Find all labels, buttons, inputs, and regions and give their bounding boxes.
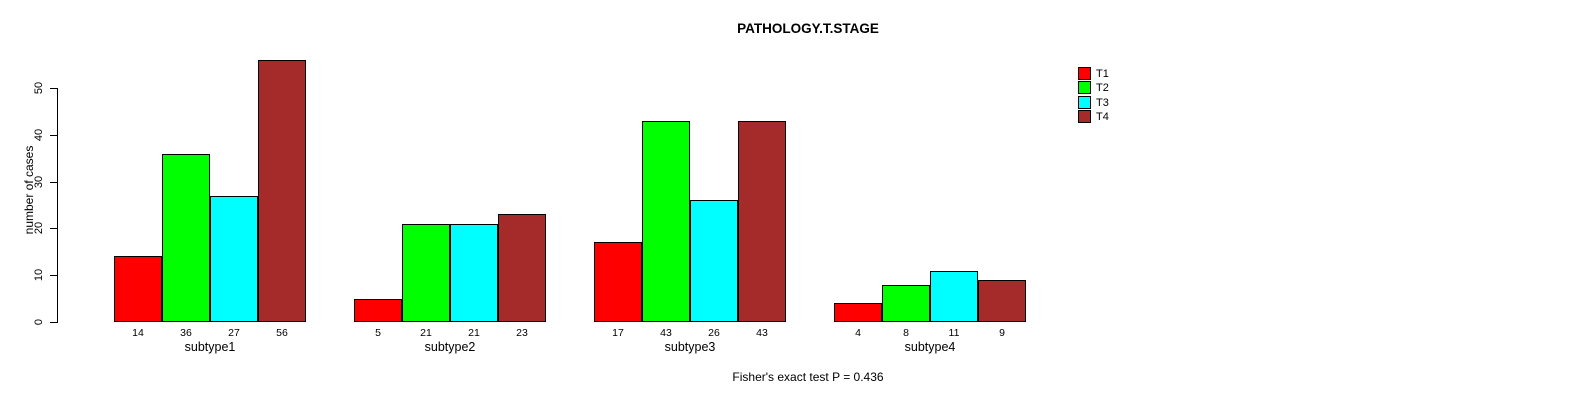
bar-subtype3-T4 [738,121,786,322]
category-label-subtype3: subtype3 [664,340,716,354]
bar-value-label: 21 [420,327,432,339]
y-tick-mark [50,181,57,183]
bar-subtype3-T2 [642,121,690,322]
bar-subtype1-T3 [210,196,258,322]
bar-value-label: 56 [276,327,288,339]
y-tick-mark [50,134,57,136]
bar-value-label: 9 [999,327,1005,339]
legend-swatch-T4 [1078,110,1091,123]
bar-value-label: 17 [612,327,624,339]
chart-title: PATHOLOGY.T.STAGE [737,21,879,36]
bar-subtype1-T4 [258,60,306,322]
bar-value-label: 11 [948,327,960,339]
bar-subtype2-T2 [402,224,450,322]
bar-subtype3-T1 [594,242,642,322]
bar-value-label: 26 [708,327,720,339]
y-tick-mark [50,228,57,230]
footer-note: Fisher's exact test P = 0.436 [732,370,884,384]
bar-value-label: 8 [903,327,909,339]
bar-subtype2-T4 [498,214,546,322]
category-label-subtype1: subtype1 [184,340,236,354]
bar-subtype4-T3 [930,271,978,322]
y-tick-label: 10 [33,269,45,282]
bar-subtype1-T2 [162,154,210,322]
bar-value-label: 27 [228,327,240,339]
bar-value-label: 36 [180,327,192,339]
legend-label-T3: T3 [1096,96,1109,109]
y-tick-mark [50,275,57,277]
y-tick-label: 50 [33,81,45,95]
bar-subtype2-T3 [450,224,498,322]
y-tick-mark [50,88,57,89]
y-tick-label: 20 [33,222,45,235]
bar-subtype1-T1 [114,256,162,322]
bar-subtype3-T3 [690,200,738,322]
y-tick-label: 0 [33,318,45,326]
legend-swatch-T3 [1078,96,1091,109]
category-label-subtype2: subtype2 [424,340,476,354]
bar-subtype4-T1 [834,303,882,322]
bar-value-label: 5 [375,327,381,339]
y-axis-line [57,88,58,323]
bar-subtype2-T1 [354,299,402,322]
legend-label-T4: T4 [1096,110,1109,123]
bar-subtype4-T2 [882,285,930,322]
bar-value-label: 14 [132,327,144,339]
legend-swatch-T1 [1078,67,1091,80]
bar-subtype4-T4 [978,280,1026,322]
y-tick-label: 30 [33,175,45,188]
legend-swatch-T2 [1078,81,1091,94]
y-tick-label: 40 [33,128,45,141]
bar-value-label: 23 [516,327,528,339]
bar-value-label: 43 [660,327,672,339]
legend-label-T1: T1 [1096,67,1109,80]
y-tick-mark [50,322,57,323]
legend-label-T2: T2 [1096,81,1109,94]
bar-value-label: 43 [756,327,768,339]
bar-value-label: 21 [468,327,480,339]
bar-value-label: 4 [855,327,861,339]
category-label-subtype4: subtype4 [904,340,956,354]
